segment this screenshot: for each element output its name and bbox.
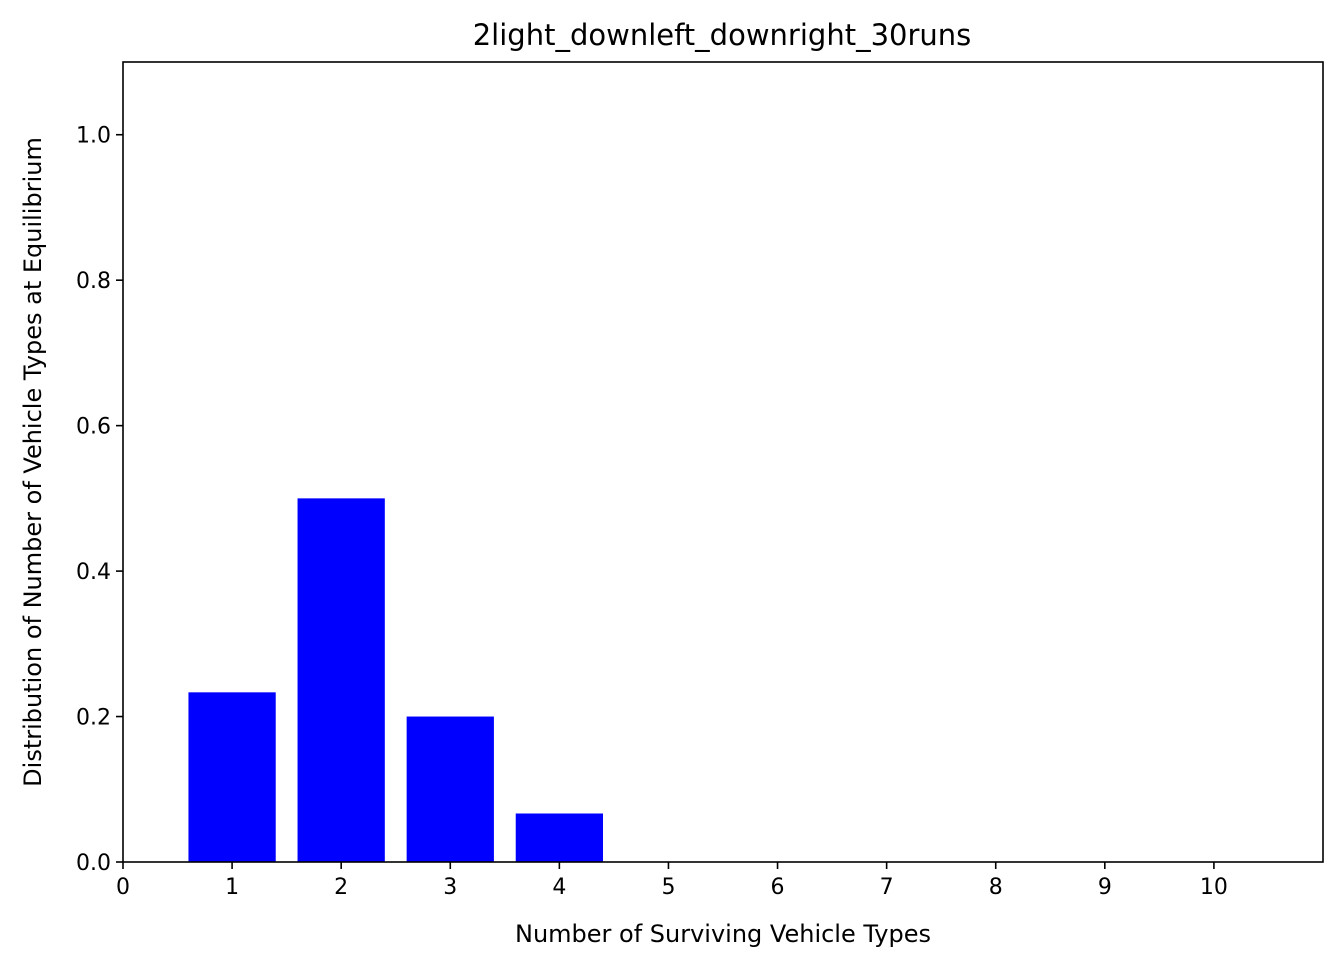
y-tick-label: 1.0	[76, 124, 111, 149]
plot-frame	[122, 61, 1324, 863]
y-tick-label: 0.4	[76, 560, 111, 585]
y-tick-label: 0.0	[76, 851, 111, 876]
x-tick-label: 8	[989, 875, 1003, 900]
x-tick-label: 10	[1200, 875, 1228, 900]
bar-2	[297, 498, 385, 862]
x-tick-label: 3	[443, 875, 457, 900]
x-tick-label: 7	[880, 875, 894, 900]
x-tick-label: 5	[661, 875, 675, 900]
bars-group	[188, 498, 603, 862]
x-axis-ticks: 0 1 2 3 4 5 6 7 8 9 10	[116, 862, 1228, 900]
chart-title: 2light_downleft_downright_30runs	[473, 18, 972, 52]
x-tick-label: 1	[225, 875, 239, 900]
x-axis-label: Number of Surviving Vehicle Types	[515, 920, 931, 948]
y-axis-ticks: 0.0 0.2 0.4 0.6 0.8 1.0	[76, 124, 123, 876]
y-tick-label: 0.6	[76, 415, 111, 440]
y-tick-label: 0.8	[76, 269, 111, 294]
x-tick-label: 4	[552, 875, 566, 900]
bar-3	[406, 716, 494, 862]
y-tick-label: 0.2	[76, 706, 111, 731]
y-axis-label: Distribution of Number of Vehicle Types …	[19, 137, 47, 787]
bar-4	[515, 813, 603, 862]
x-tick-label: 0	[116, 875, 130, 900]
x-tick-label: 2	[334, 875, 348, 900]
bar-1	[188, 692, 276, 862]
x-tick-label: 9	[1098, 875, 1112, 900]
x-tick-label: 6	[771, 875, 785, 900]
